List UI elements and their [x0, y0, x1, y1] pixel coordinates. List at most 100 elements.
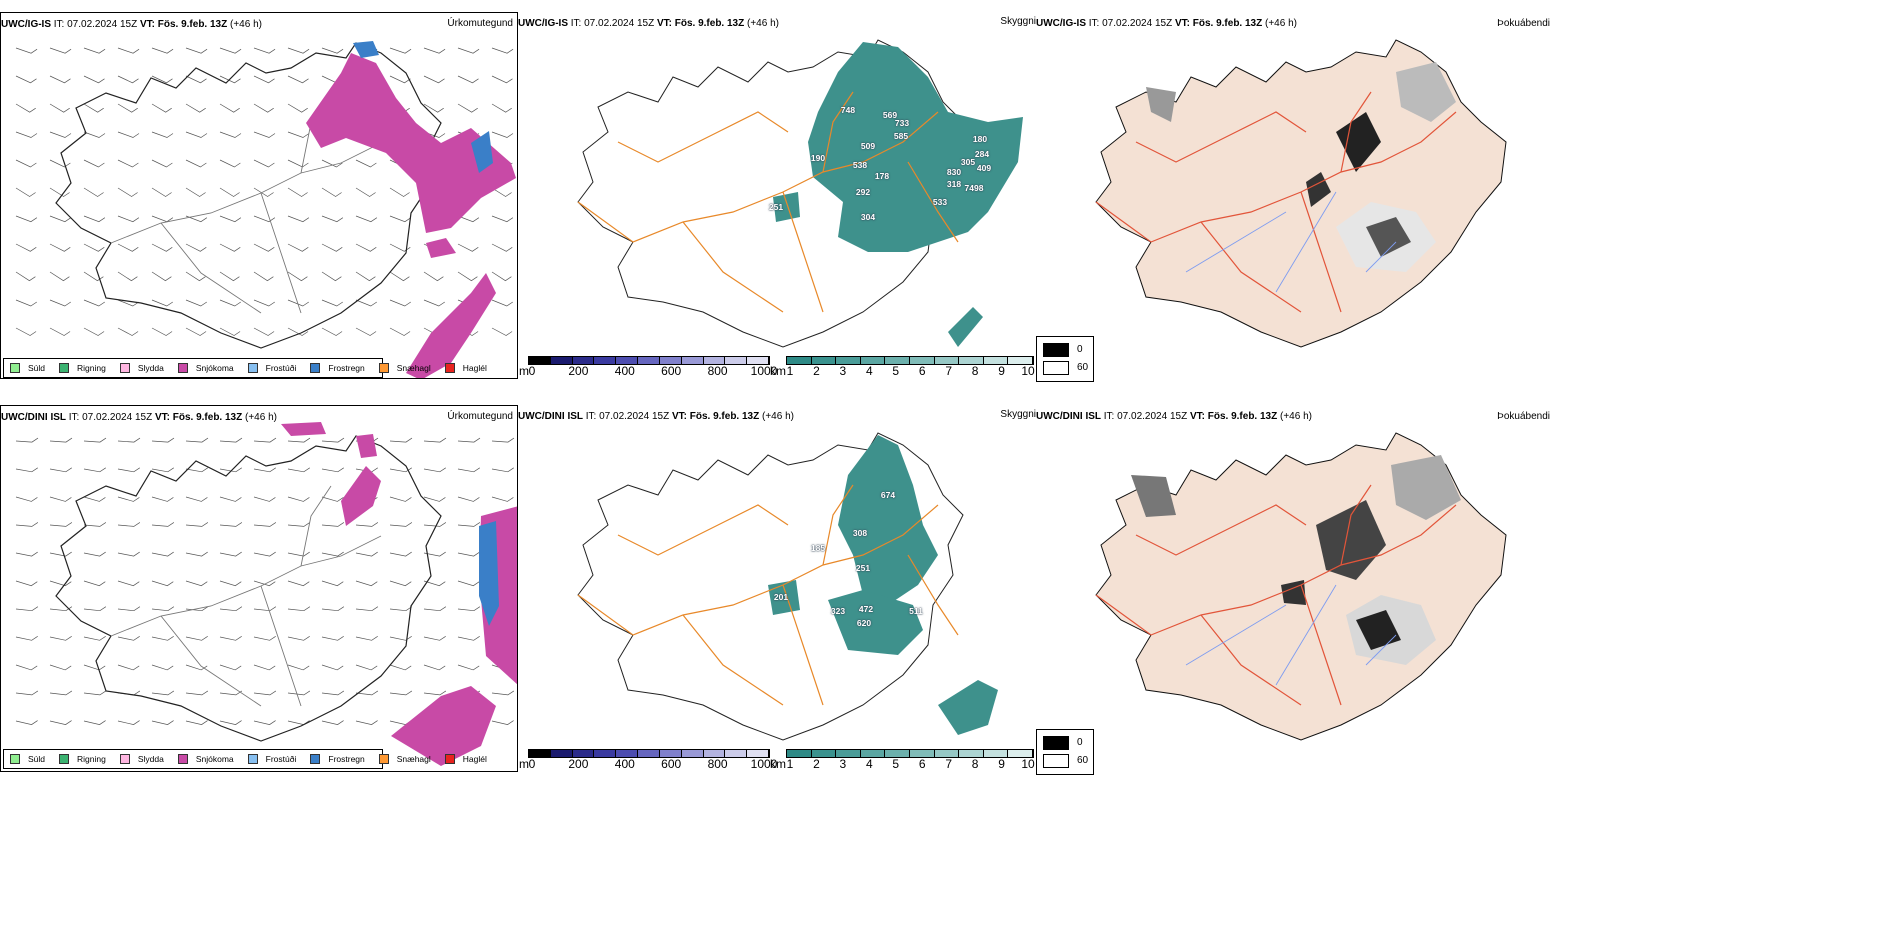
wind-barb — [151, 47, 174, 54]
panel-title-precip-row1: Úrkomutegund — [447, 18, 513, 29]
cloud-legend-top-label: 0 — [1077, 737, 1083, 748]
visibility-value-label: 472 — [858, 604, 874, 614]
panel-title-fog-row1: Þokuábendi — [1497, 18, 1550, 29]
colorbar-tick-label: 800 — [707, 757, 728, 771]
snow-area-row1-b — [406, 273, 496, 378]
wind-barb — [423, 467, 446, 473]
wind-barb — [117, 215, 140, 223]
freezing-rain-area-row2 — [479, 521, 499, 626]
wind-barb — [219, 467, 242, 473]
visibility-map-row1 — [577, 39, 1023, 348]
wind-barb — [287, 131, 310, 138]
wind-barb — [491, 720, 514, 725]
panel-title-fog-row2: Þokuábendi — [1497, 411, 1550, 422]
precip-legend-label: Snæhagl — [396, 754, 431, 764]
fog-panel-row2: UWC/DINI ISL IT: 07.02.2024 15Z VT: Fös.… — [1036, 405, 1556, 772]
wind-barb — [423, 437, 447, 443]
wind-barb — [185, 75, 207, 84]
wind-barb — [151, 551, 174, 557]
wind-barb — [185, 551, 208, 557]
colorbar-tick-label: 800 — [707, 364, 728, 378]
colorbar-tick-label: 3 — [839, 364, 847, 378]
colorbar-tick-label: 3 — [839, 757, 847, 771]
colorbar-tick-label: 0 — [528, 757, 536, 771]
wind-barb — [185, 664, 208, 671]
colorbar-tick-label: 0 — [528, 364, 536, 378]
colorbar-cell — [572, 750, 595, 757]
precip-legend-swatch — [444, 363, 455, 373]
wind-barb — [185, 496, 208, 502]
panel-title-vis-row1: Skyggni — [1000, 16, 1036, 27]
fog-shade-row2-e — [1391, 455, 1461, 520]
visibility-value-label: 304 — [860, 212, 876, 222]
colorbar-cell — [934, 357, 960, 364]
colorbar-tick-label: 7 — [945, 757, 952, 771]
colorbar-cell — [909, 357, 935, 364]
precip-map-row2 — [15, 422, 517, 766]
wind-barb — [151, 299, 173, 307]
wind-barb — [321, 580, 344, 587]
wind-barb — [287, 215, 310, 223]
wind-barb — [185, 327, 207, 336]
elevation-colorbar-row2: 0 200 400 600 800 1000 — [528, 749, 777, 771]
wind-barb — [423, 580, 446, 587]
precip-legend-label: Rigning — [77, 754, 106, 764]
wind-barb — [287, 271, 308, 282]
wind-barb — [83, 720, 106, 725]
wind-barb — [355, 580, 378, 587]
colorbar-cell — [811, 357, 837, 364]
wind-barb — [117, 437, 141, 443]
wind-barb — [117, 720, 140, 725]
wind-barb — [49, 551, 72, 557]
colorbar-tick-label: 4 — [865, 364, 873, 378]
wind-barb — [15, 690, 39, 696]
wind-barb — [151, 496, 174, 502]
wind-barb — [83, 606, 107, 612]
wind-barb — [457, 522, 481, 527]
freezing-rain-area-row1 — [353, 41, 493, 173]
wind-barb — [15, 720, 38, 725]
precip-legend-swatch — [378, 754, 389, 764]
wind-barb — [491, 467, 514, 473]
precip-legend-item: Súld — [10, 754, 45, 764]
wind-barb — [117, 580, 140, 587]
precip-legend-label: Snæhagl — [396, 363, 431, 373]
wind-barb — [253, 243, 275, 252]
header-row1-precip: UWC/IG-IS IT: 07.02.2024 15Z VT: Fös. 9.… — [1, 19, 262, 30]
wind-barb — [253, 437, 277, 443]
wind-barb — [457, 75, 479, 84]
precip-legend-label: Súld — [28, 754, 46, 764]
wind-barb — [49, 271, 70, 282]
wind-barb — [151, 664, 174, 671]
header-row1-vis: UWC/IG-IS IT: 07.02.2024 15Z VT: Fös. 9.… — [518, 18, 779, 29]
wind-barb — [287, 636, 310, 641]
iceland-outline-row2 — [55, 435, 442, 742]
wind-barb — [287, 299, 309, 307]
wind-barb — [253, 636, 276, 641]
visibility-panel-row1: UWC/IG-IS IT: 07.02.2024 15Z VT: Fös. 9.… — [518, 12, 1036, 379]
wind-barb — [491, 215, 514, 223]
snow-area-row1-c — [426, 238, 456, 258]
wind-barb — [49, 75, 71, 84]
wind-barb — [117, 636, 140, 641]
wind-barb — [117, 243, 139, 252]
wind-barb — [287, 606, 311, 612]
fog-map-row2 — [1095, 432, 1507, 741]
wind-barb — [117, 187, 138, 197]
wind-barb — [457, 551, 480, 557]
colorbar-cell — [594, 357, 617, 364]
fog-shade-row2-c — [1356, 610, 1401, 650]
visibility-value-label: 533 — [932, 197, 948, 207]
wind-barb — [423, 299, 445, 307]
visibility-unit-row1: km — [770, 364, 786, 378]
wind-barb — [151, 131, 174, 138]
wind-barb — [49, 664, 72, 671]
wind-barb — [253, 103, 274, 113]
wind-barb — [15, 636, 38, 641]
visibility-area-row1-c — [948, 307, 983, 347]
colorbar-tick-label: 5 — [892, 364, 900, 378]
colorbar-cell — [885, 357, 910, 364]
wind-barb — [185, 522, 209, 527]
wind-barb — [423, 103, 444, 113]
visibility-value-label: 409 — [976, 163, 992, 173]
